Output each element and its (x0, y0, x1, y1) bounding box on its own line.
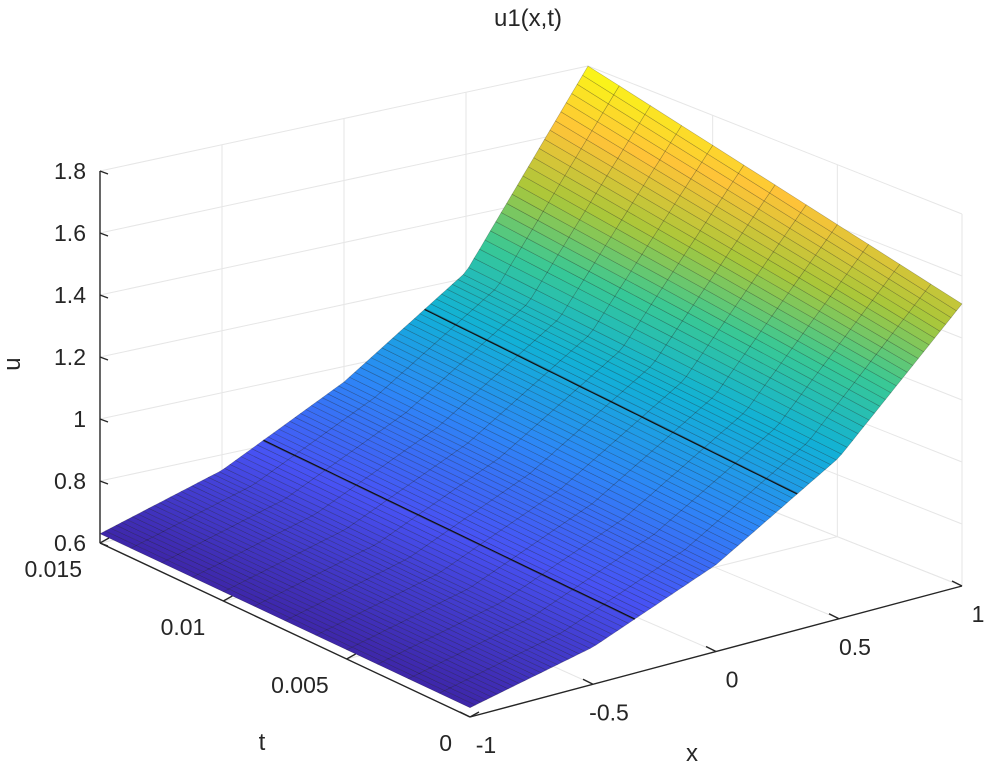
x-tick (459, 711, 471, 718)
z-tick (99, 232, 109, 237)
t-axis-line (99, 542, 471, 718)
tick-labels: 0.6 0.8 1 1.2 1.4 1.6 1.8 0 0.005 0.01 0.015 -1 -0.5… (24, 158, 984, 758)
t-tick-label: 0.01 (161, 614, 206, 640)
surface-mesh (99, 65, 963, 709)
t-tick-label: 0.015 (24, 556, 82, 582)
x-tick (582, 678, 594, 685)
z-tick (99, 170, 109, 175)
chart-title: u1(x,t) (494, 5, 562, 32)
z-tick-label: 1.8 (54, 158, 86, 184)
surface-mesh-line (424, 308, 798, 495)
z-tick-label: 1.4 (54, 282, 86, 308)
x-tick-label: -0.5 (589, 699, 629, 725)
t-tick-label: 0 (439, 730, 452, 756)
z-tick (99, 356, 109, 361)
x-tick (951, 580, 963, 587)
z-tick (99, 294, 109, 299)
z-tick-label: 0.8 (54, 468, 86, 494)
t-tick (222, 595, 233, 602)
z-tick-label: 1.6 (54, 220, 86, 246)
z-tick-label: 0.6 (54, 530, 86, 556)
z-tick-label: 1.2 (54, 344, 86, 370)
x-tick-label: -1 (476, 732, 496, 758)
surface-mesh-line (263, 439, 636, 620)
t-tick (469, 711, 480, 718)
x-tick-label: 0 (726, 667, 739, 693)
t-tick-label: 0.005 (271, 672, 329, 698)
t-tick (99, 537, 110, 544)
x-tick-label: 1 (972, 601, 985, 627)
z-axis-label: u (0, 357, 26, 370)
y-axis-label: t (259, 729, 266, 756)
x-tick (828, 613, 840, 620)
z-tick (99, 542, 109, 547)
t-tick (346, 653, 357, 660)
z-tick (99, 480, 109, 485)
surface-patch (582, 65, 620, 96)
z-tick-label: 1 (73, 406, 86, 432)
grid-line-z-right (587, 65, 963, 215)
z-tick (99, 418, 109, 423)
x-axis-label: x (686, 740, 698, 767)
x-tick (705, 645, 717, 653)
x-tick-label: 0.5 (839, 634, 871, 660)
